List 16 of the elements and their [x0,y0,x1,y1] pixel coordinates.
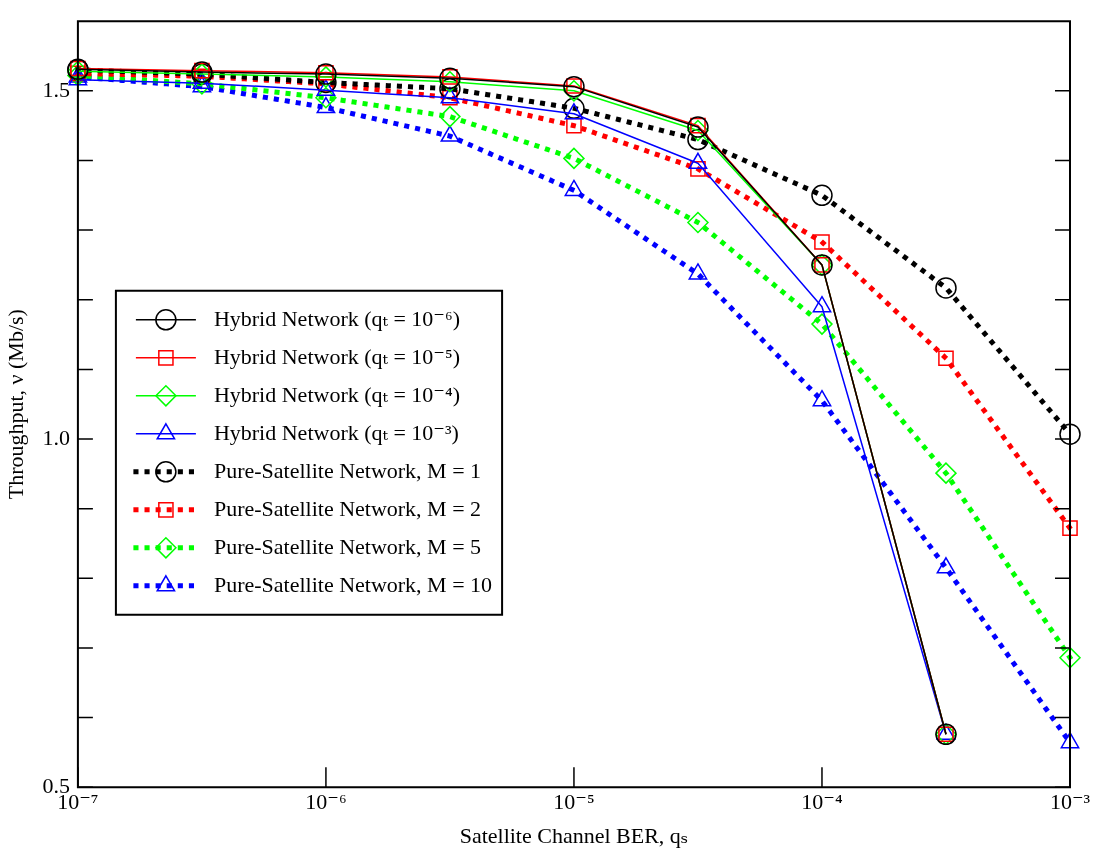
legend-label: Hybrid Network (qₜ = 10⁻⁴) [213,381,460,407]
legend-label: Hybrid Network (qₜ = 10⁻⁶) [213,305,460,331]
y-axis-title: Throughput, ν (Mb/s) [2,309,28,500]
y-tick-label: 1.5 [42,76,70,102]
x-tick-label: 10⁻⁴ [801,789,843,815]
legend-label: Pure-Satellite Network, M = 5 [213,533,482,559]
legend-label: Hybrid Network (qₜ = 10⁻³) [213,419,459,445]
x-axis-title: Satellite Channel BER, qₛ [459,822,689,848]
legend-label: Pure-Satellite Network, M = 10 [213,571,493,597]
legend-label: Hybrid Network (qₜ = 10⁻⁵) [213,343,460,369]
legend-label: Pure-Satellite Network, M = 1 [213,457,482,483]
x-tick-label: 10⁻⁶ [305,789,347,815]
x-tick-label: 10⁻³ [1049,789,1091,815]
y-tick-label: 1.0 [42,424,70,450]
legend-label: Pure-Satellite Network, M = 2 [213,495,482,521]
x-tick-label: 10⁻⁵ [553,789,595,815]
